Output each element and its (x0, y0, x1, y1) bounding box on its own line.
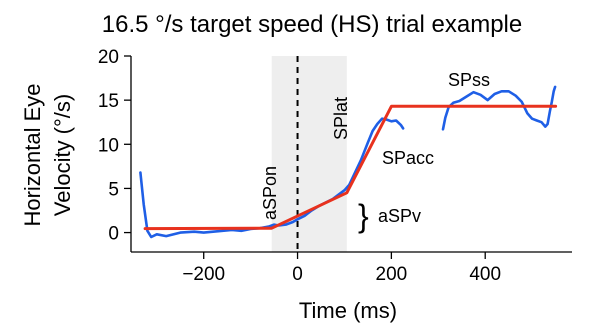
shaded-region (271, 56, 347, 252)
annotation-spss: SPss (448, 70, 490, 90)
annotation-splat: SPlat (331, 97, 351, 140)
series-eye-velocity-late (441, 85, 557, 131)
x-tick-label: 0 (292, 264, 303, 285)
x-axis-label: Time (ms) (299, 298, 397, 323)
annotation-aspon: aSPon (260, 166, 280, 220)
y-tick-label: 0 (108, 224, 119, 245)
x-axis-ticks: −200 0 200 400 (182, 252, 501, 285)
y-axis-label-line1: Horizontal Eye (20, 83, 45, 226)
series-layer (139, 85, 558, 239)
series-piecewise-linear-fit (143, 104, 558, 231)
y-tick-label: 15 (98, 91, 119, 112)
annotation-spacc: SPacc (382, 148, 434, 168)
series-eye-velocity-early (139, 117, 405, 239)
y-axis-label-line2: Velocity (°/s) (50, 94, 75, 217)
x-tick-label: 400 (469, 264, 501, 285)
y-tick-label: 10 (98, 135, 119, 156)
y-tick-label: 20 (98, 47, 119, 68)
y-tick-label: 5 (108, 179, 119, 200)
chart-title: 16.5 °/s target speed (HS) trial example (102, 11, 522, 38)
annotation-brace: } (358, 198, 369, 234)
x-tick-label: −200 (182, 264, 225, 285)
y-axis-ticks: 0 5 10 15 20 (98, 47, 131, 245)
annotation-aspv: aSPv (378, 206, 421, 226)
x-tick-label: 200 (376, 264, 408, 285)
